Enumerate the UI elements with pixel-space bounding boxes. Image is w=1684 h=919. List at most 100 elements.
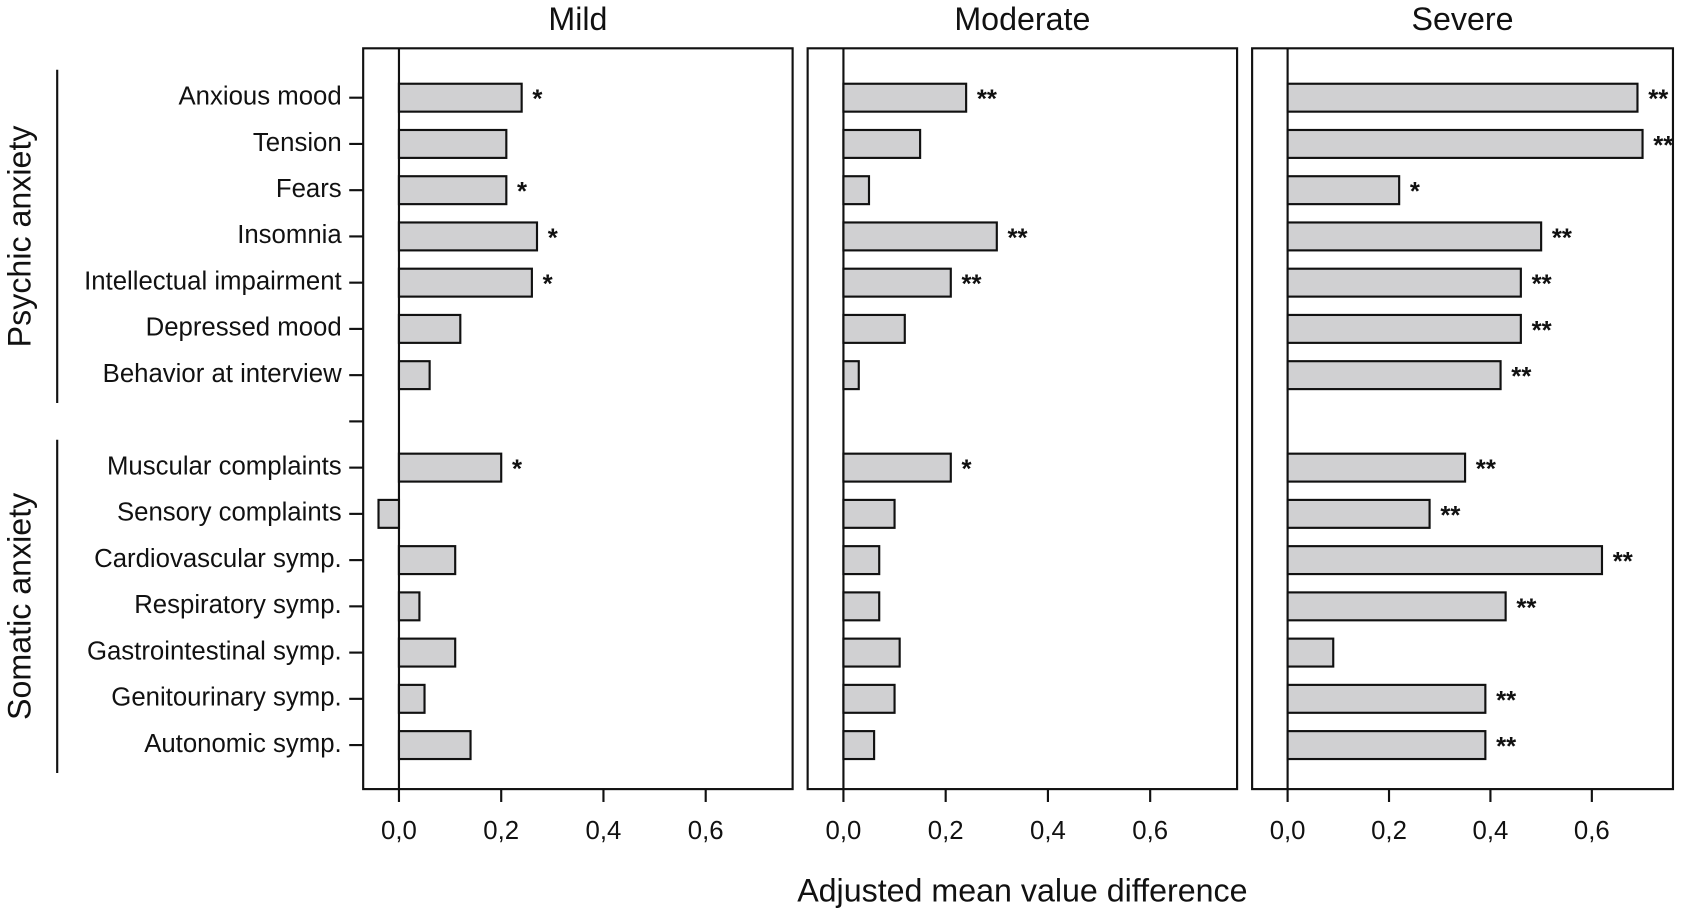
x-axis-label: Adjusted mean value difference	[797, 873, 1247, 909]
category-label: Intellectual impairment	[84, 267, 342, 295]
significance-label: **	[1511, 363, 1531, 391]
significance-label: **	[1440, 502, 1460, 530]
bar	[397, 313, 462, 344]
panel-title: Severe	[1412, 1, 1514, 37]
bar	[397, 683, 426, 714]
bar	[842, 452, 952, 483]
bar	[1286, 221, 1543, 252]
significance-label: **	[962, 271, 982, 299]
x-tick-label: 0,6	[1574, 817, 1610, 845]
category-label: Respiratory symp.	[134, 591, 341, 619]
group-label: Psychic anxiety	[1, 125, 37, 348]
x-tick-label: 0,4	[586, 817, 622, 845]
bar	[1286, 452, 1467, 483]
significance-label: *	[548, 224, 558, 252]
x-tick-label: 0,4	[1030, 817, 1066, 845]
bar	[842, 360, 860, 391]
significance-label: *	[1410, 178, 1420, 206]
significance-label: **	[1516, 594, 1536, 622]
significance-label: **	[1532, 271, 1552, 299]
bar	[397, 360, 431, 391]
category-label: Muscular complaints	[107, 452, 342, 480]
x-tick-label: 0,4	[1473, 817, 1509, 845]
category-label: Anxious mood	[179, 83, 342, 111]
significance-label: *	[512, 456, 522, 484]
bar	[1286, 498, 1431, 529]
bar	[397, 637, 457, 668]
bar	[1286, 128, 1644, 159]
bar	[1286, 545, 1604, 576]
bar	[397, 128, 508, 159]
bar	[397, 545, 457, 576]
significance-label: **	[977, 86, 997, 114]
panel-frame	[806, 47, 1239, 791]
bar	[1286, 267, 1522, 298]
bar	[1286, 637, 1335, 668]
bar	[397, 82, 523, 113]
bar	[1286, 591, 1507, 622]
significance-label: **	[1496, 687, 1516, 715]
bar	[1286, 730, 1487, 761]
x-tick-label: 0,0	[826, 817, 862, 845]
panel-frame	[362, 47, 794, 791]
bar	[842, 683, 896, 714]
panel-frame	[1251, 47, 1675, 791]
bar	[842, 498, 896, 529]
category-label: Genitourinary symp.	[111, 684, 341, 712]
bar	[397, 452, 503, 483]
panel-title: Mild	[548, 1, 607, 37]
bar	[842, 221, 998, 252]
bar	[1286, 313, 1522, 344]
bar	[397, 730, 472, 761]
significance-label: **	[1532, 317, 1552, 345]
category-label: Gastrointestinal symp.	[87, 637, 342, 665]
category-label: Insomnia	[237, 221, 342, 249]
bar	[842, 637, 901, 668]
significance-label: **	[1648, 86, 1668, 114]
x-tick-label: 0,2	[1371, 817, 1407, 845]
bar	[1286, 82, 1639, 113]
category-label: Behavior at interview	[103, 360, 342, 388]
bar	[842, 313, 906, 344]
bar	[842, 730, 876, 761]
bar	[397, 267, 533, 298]
significance-label: **	[1552, 224, 1572, 252]
significance-label: **	[1476, 456, 1496, 484]
significance-label: *	[532, 86, 542, 114]
significance-label: **	[1496, 733, 1516, 761]
category-label: Autonomic symp.	[144, 730, 342, 758]
significance-label: **	[1653, 132, 1673, 160]
bar	[377, 498, 401, 529]
bar	[842, 591, 881, 622]
bar	[842, 175, 871, 206]
group-label: Somatic anxiety	[1, 492, 37, 720]
bar	[842, 82, 968, 113]
x-tick-label: 0,2	[928, 817, 964, 845]
category-label: Sensory complaints	[117, 499, 342, 527]
category-label: Cardiovascular symp.	[94, 545, 342, 573]
category-label: Tension	[253, 129, 342, 157]
x-tick-label: 0,0	[381, 817, 417, 845]
significance-label: *	[962, 456, 972, 484]
bar	[397, 221, 539, 252]
category-label: Fears	[276, 175, 342, 203]
panel-title: Moderate	[954, 1, 1090, 37]
significance-label: *	[543, 271, 553, 299]
x-tick-label: 0,2	[483, 817, 519, 845]
x-tick-label: 0,6	[688, 817, 724, 845]
significance-label: **	[1613, 548, 1633, 576]
x-tick-label: 0,6	[1132, 817, 1168, 845]
bar	[1286, 683, 1487, 714]
bar	[397, 175, 508, 206]
bar	[1286, 175, 1401, 206]
category-label: Depressed mood	[146, 314, 342, 342]
bar	[397, 591, 421, 622]
bar	[842, 267, 952, 298]
significance-label: **	[1008, 224, 1028, 252]
x-tick-label: 0,0	[1270, 817, 1306, 845]
bar	[1286, 360, 1502, 391]
bar	[842, 545, 881, 576]
bar	[842, 128, 922, 159]
